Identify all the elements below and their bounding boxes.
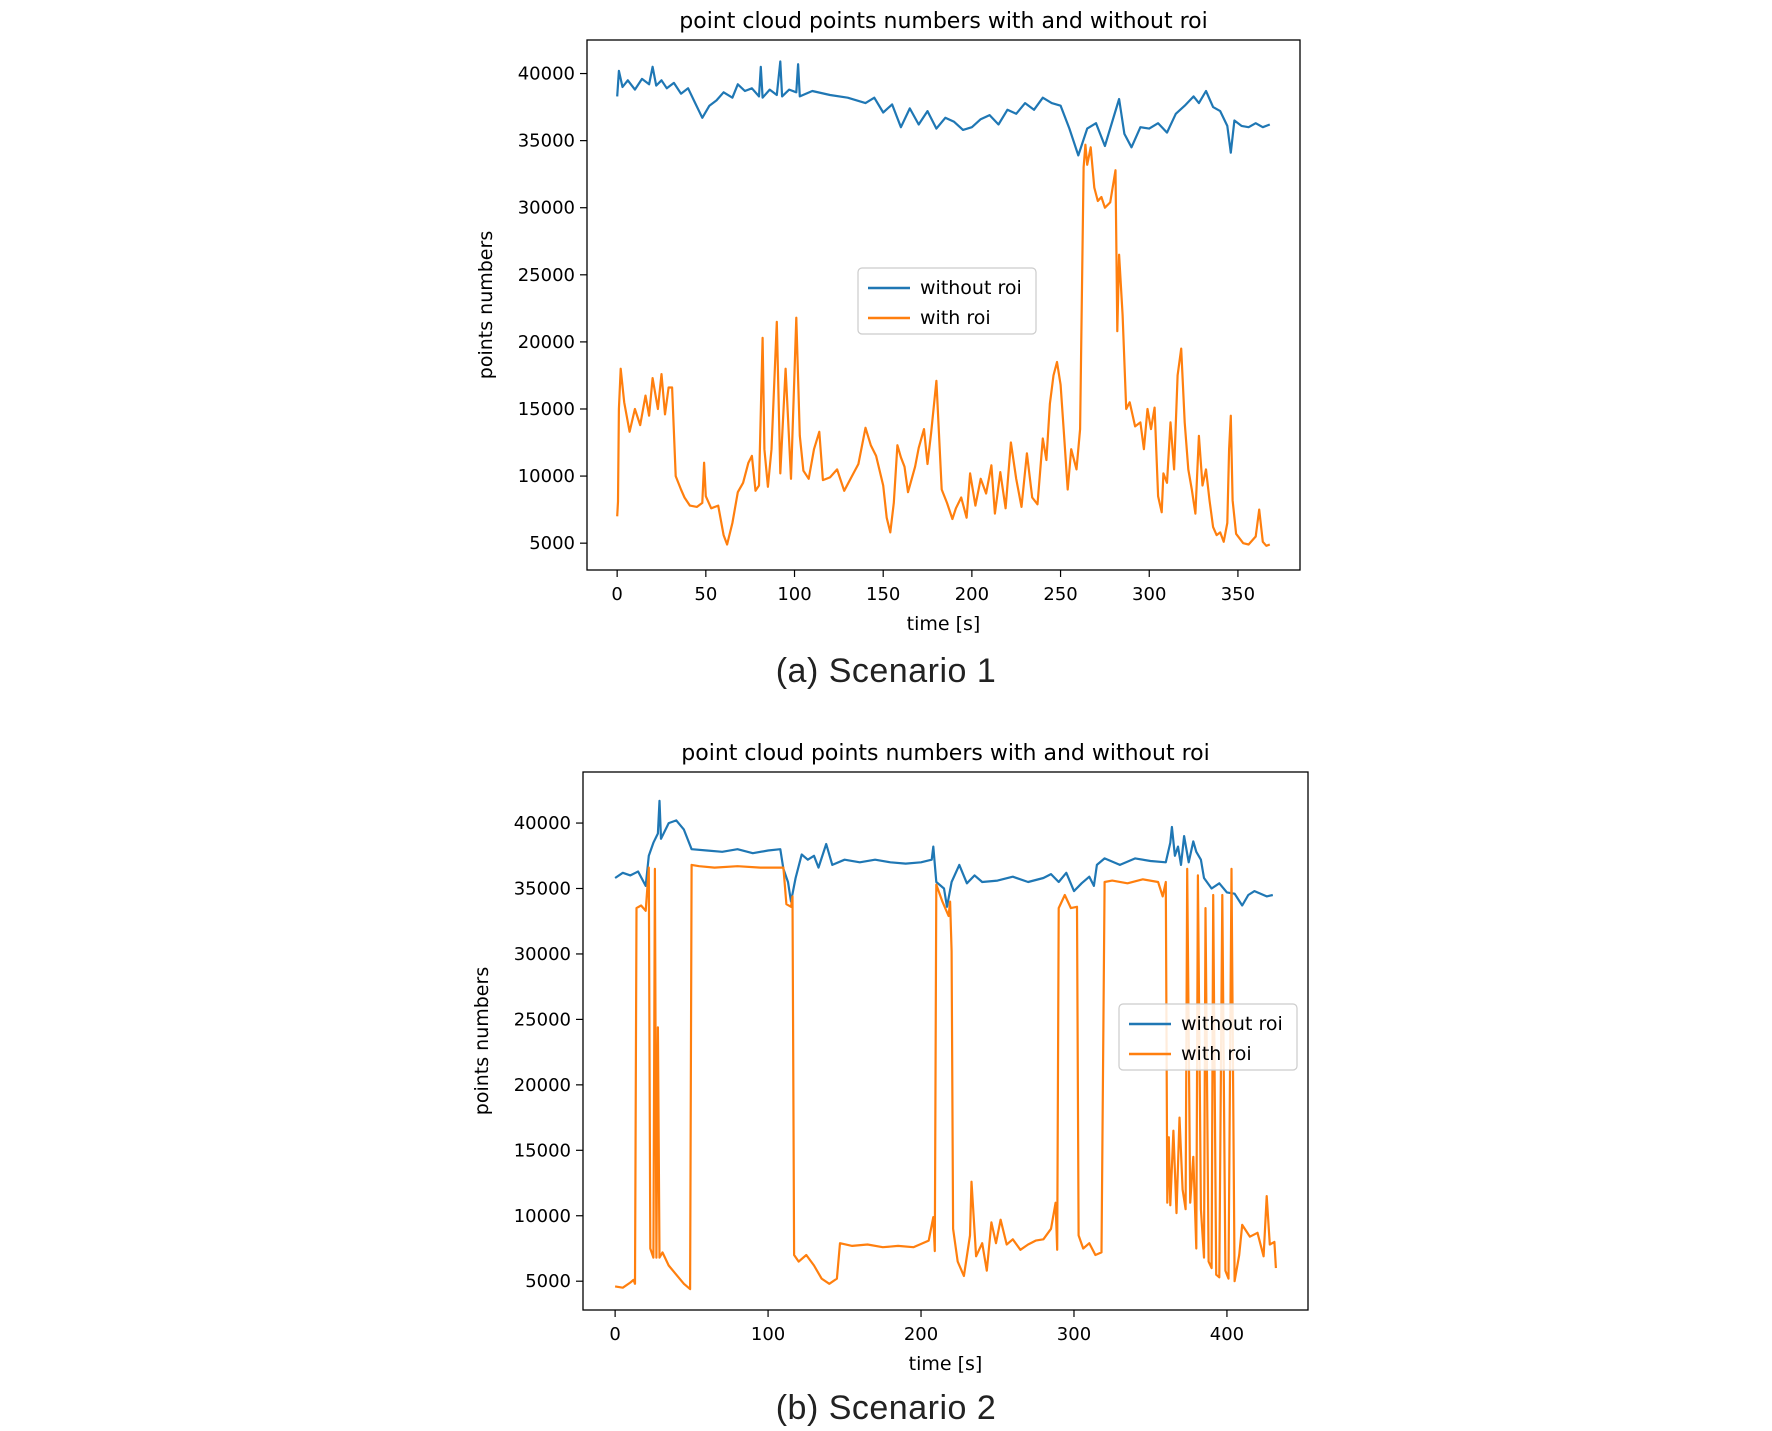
series-group <box>614 799 1277 1291</box>
x-tick-label: 0 <box>609 1324 620 1345</box>
x-tick-label: 100 <box>777 584 811 605</box>
series-line-with-roi <box>614 863 1277 1291</box>
chart-b: point cloud points numbers with and with… <box>471 741 1309 1375</box>
x-tick-label: 400 <box>1210 1324 1244 1345</box>
y-tick-label: 20000 <box>518 332 575 353</box>
y-tick-label: 20000 <box>514 1075 571 1096</box>
series-line-with-roi <box>616 143 1271 547</box>
legend-label-with-roi: with roi <box>1181 1043 1252 1065</box>
y-tick-label: 30000 <box>514 944 571 965</box>
y-tick-label: 5000 <box>529 533 575 554</box>
series-line-without-roi <box>614 799 1274 908</box>
legend-label-without-roi: without roi <box>1181 1013 1283 1035</box>
x-tick-label: 250 <box>1043 584 1077 605</box>
x-tick-label: 150 <box>866 584 900 605</box>
legend-label-without-roi: without roi <box>920 277 1022 299</box>
x-axis-label: time [s] <box>909 1353 983 1375</box>
legend: without roi with roi <box>857 267 1037 335</box>
y-tick-label: 40000 <box>514 813 571 834</box>
chart-title: point cloud points numbers with and with… <box>679 9 1207 34</box>
y-tick-label: 25000 <box>514 1009 571 1030</box>
x-tick-label: 50 <box>694 584 717 605</box>
series-line-without-roi <box>616 60 1271 157</box>
caption-scenario-1: (a) Scenario 1 <box>775 652 997 690</box>
legend: without roi with roi <box>1118 1003 1298 1071</box>
x-axis-label: time [s] <box>907 613 981 635</box>
series-group <box>616 60 1271 547</box>
y-tick-label: 15000 <box>514 1140 571 1161</box>
y-tick-label: 35000 <box>518 131 575 152</box>
x-tick-label: 350 <box>1221 584 1255 605</box>
y-axis-label: points numbers <box>475 231 497 379</box>
chart-a: point cloud points numbers with and with… <box>475 9 1301 635</box>
y-tick-label: 40000 <box>518 64 575 85</box>
axes-frame <box>582 771 1309 1311</box>
y-tick-label: 35000 <box>514 879 571 900</box>
axes-frame <box>586 39 1301 571</box>
x-tick-label: 0 <box>611 584 622 605</box>
y-tick-label: 25000 <box>518 265 575 286</box>
y-tick-label: 10000 <box>518 466 575 487</box>
y-tick-label: 10000 <box>514 1206 571 1227</box>
legend-label-with-roi: with roi <box>920 307 991 329</box>
caption-scenario-2: (b) Scenario 2 <box>775 1389 997 1427</box>
y-tick-label: 5000 <box>525 1271 571 1292</box>
x-tick-label: 100 <box>751 1324 785 1345</box>
x-tick-label: 200 <box>955 584 989 605</box>
chart-title: point cloud points numbers with and with… <box>681 741 1209 766</box>
y-tick-label: 30000 <box>518 198 575 219</box>
y-axis-label: points numbers <box>471 967 493 1115</box>
x-tick-label: 300 <box>1057 1324 1091 1345</box>
y-tick-label: 15000 <box>518 399 575 420</box>
x-tick-label: 300 <box>1132 584 1166 605</box>
x-tick-label: 200 <box>904 1324 938 1345</box>
